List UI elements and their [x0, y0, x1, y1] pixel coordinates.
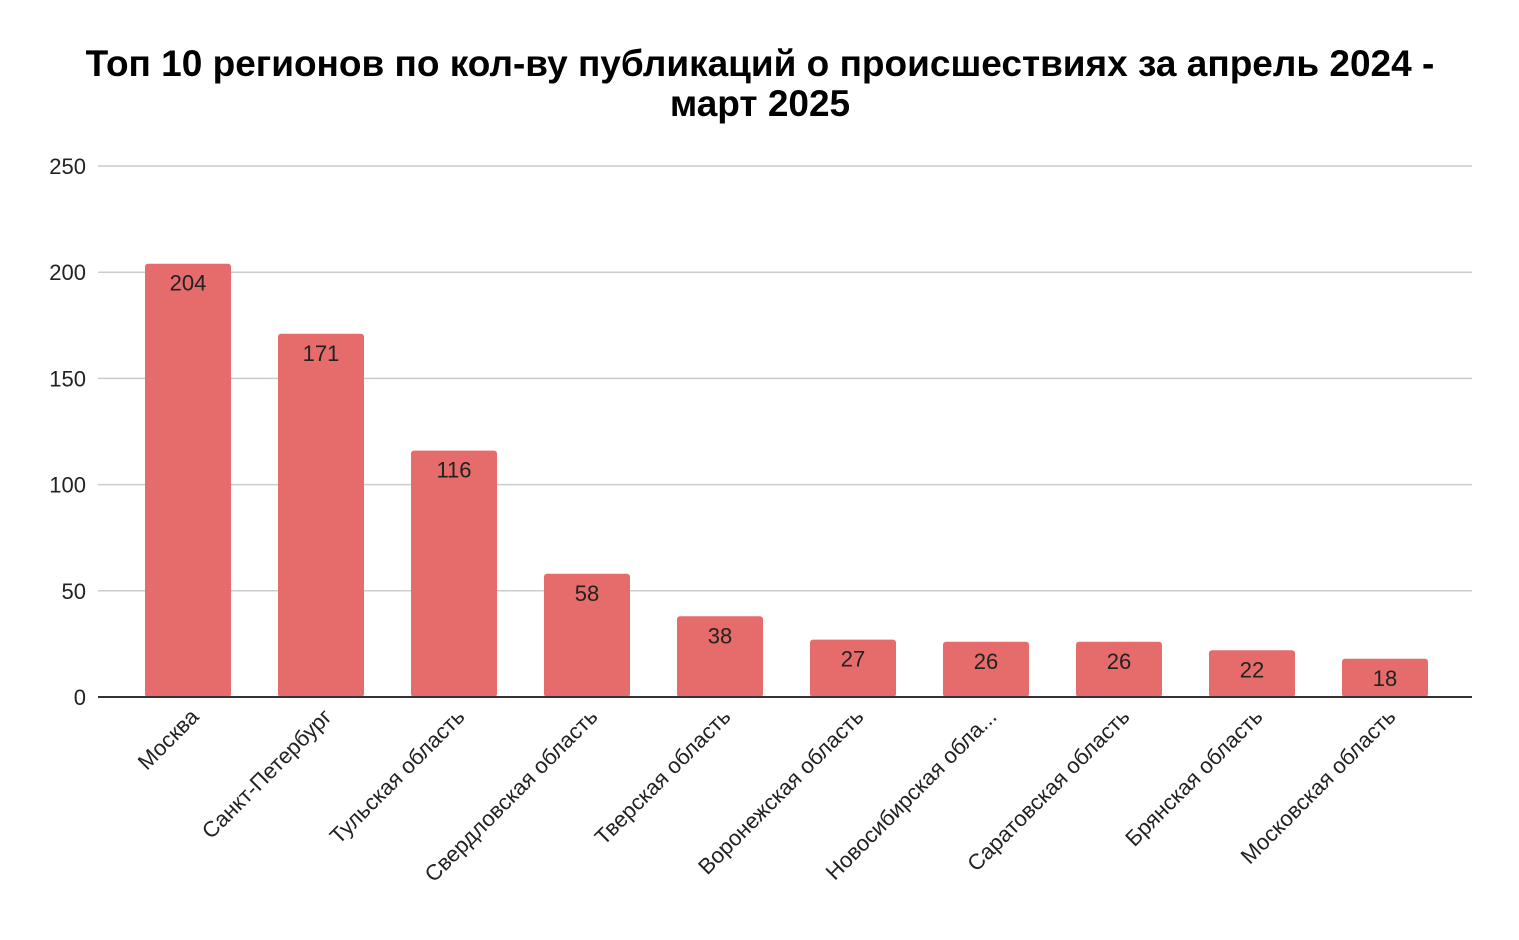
y-tick-label: 250: [49, 154, 86, 179]
bar: [411, 450, 497, 697]
bar: [1342, 658, 1428, 697]
x-category-label: Брянская область: [1120, 704, 1267, 851]
y-tick-label: 50: [62, 579, 86, 604]
y-tick-label: 0: [74, 685, 86, 710]
data-label: 116: [436, 458, 471, 483]
bar: [1209, 650, 1295, 697]
data-label: 204: [170, 271, 207, 296]
bar: [145, 263, 231, 697]
bar: [544, 573, 630, 697]
data-label: 58: [575, 581, 599, 606]
y-tick-label: 200: [49, 260, 86, 285]
bar: [810, 639, 896, 697]
bar: [278, 333, 364, 697]
data-label: 26: [974, 649, 998, 674]
data-label: 27: [841, 647, 865, 672]
y-tick-label: 100: [49, 473, 86, 498]
data-label: 38: [708, 623, 732, 648]
data-label: 26: [1107, 649, 1131, 674]
bar: [677, 616, 763, 697]
x-category-label: Тульская область: [325, 704, 470, 849]
data-label: 171: [303, 341, 340, 366]
bar: [943, 641, 1029, 697]
data-label: 22: [1240, 657, 1264, 682]
y-tick-label: 150: [49, 366, 86, 391]
x-category-label: Санкт-Петербург: [197, 704, 337, 844]
chart-title: Топ 10 регионов по кол-ву публикаций о п…: [85, 43, 1435, 124]
data-label: 18: [1373, 666, 1397, 691]
x-category-label: Москва: [133, 703, 204, 774]
bar: [1076, 641, 1162, 697]
x-category-label: Тверская область: [590, 704, 736, 850]
